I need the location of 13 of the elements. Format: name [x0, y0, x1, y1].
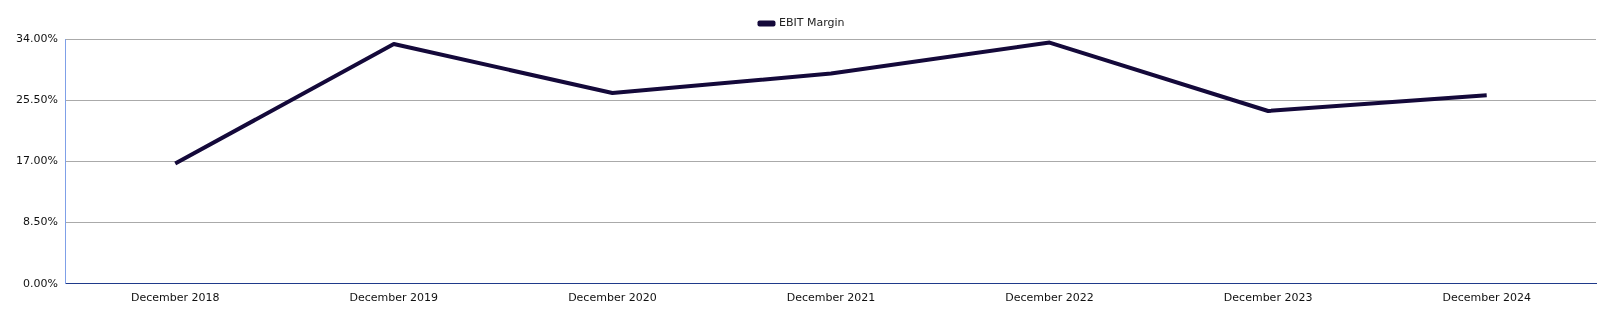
x-tick-label: December 2018: [130, 291, 220, 305]
x-tick-label: December 2021: [786, 291, 876, 305]
x-tick-label: December 2019: [349, 291, 439, 305]
y-tick-label: 25.50%: [15, 93, 58, 107]
y-tick-label: 17.00%: [15, 154, 58, 168]
y-tick-label: 8.50%: [22, 215, 58, 229]
y-tick-label: 0.00%: [22, 276, 58, 290]
x-tick-label: December 2024: [1442, 291, 1531, 305]
x-tick-label: December 2023: [1223, 291, 1313, 305]
x-tick-label: December 2022: [1005, 291, 1094, 305]
x-tick-label: December 2020: [568, 291, 657, 305]
legend-label: EBIT Margin: [778, 16, 845, 30]
y-tick-label: 34.00%: [15, 31, 58, 45]
